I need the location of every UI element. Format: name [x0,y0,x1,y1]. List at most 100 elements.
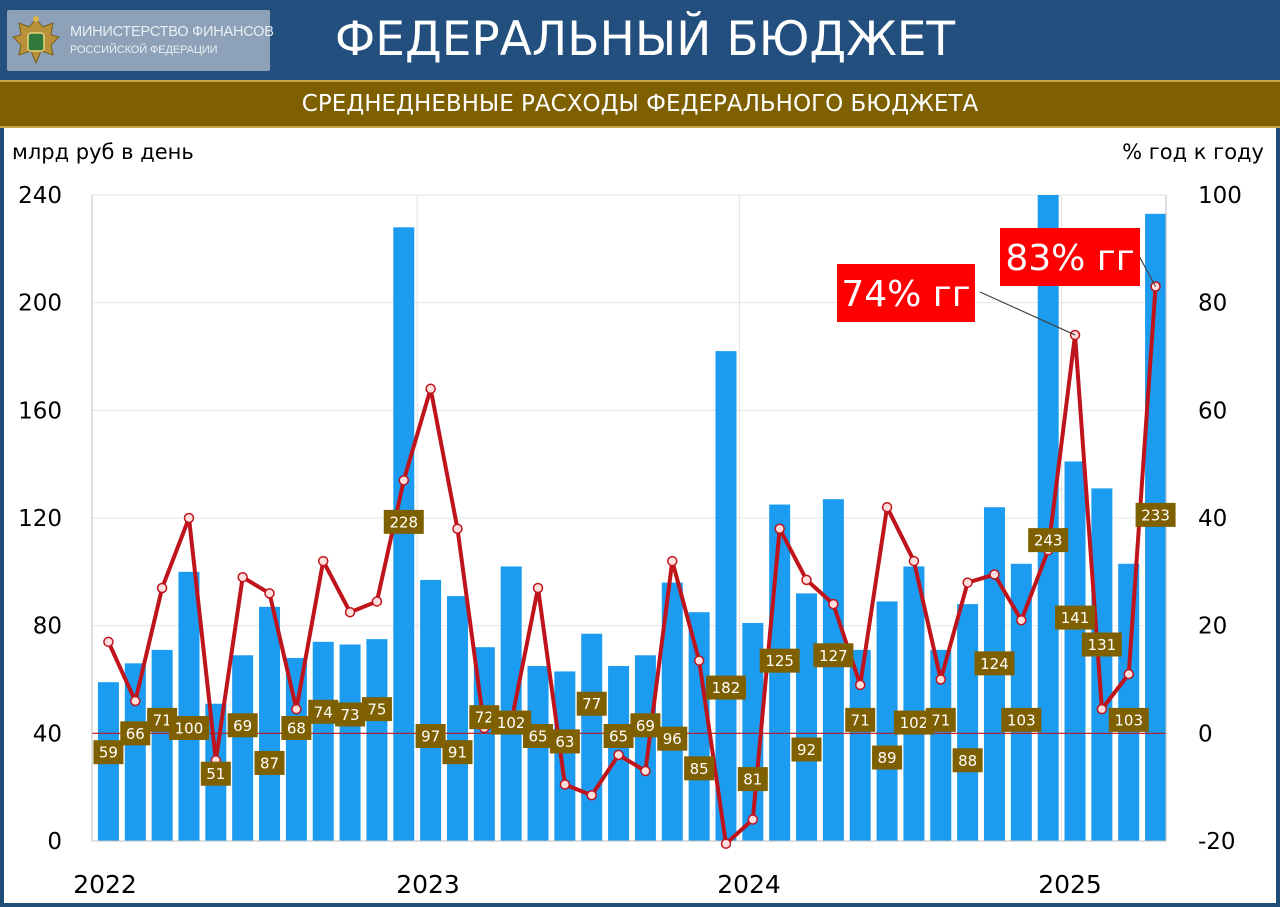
bar-value-label: 131 [1088,636,1117,654]
bar-value-label: 68 [287,719,306,737]
eagle-emblem-icon [12,16,60,65]
bar-value-label: 88 [958,752,977,770]
yoy-point [828,598,839,610]
y2-tick-label: 0 [1198,721,1213,747]
yoy-point [344,606,356,618]
yoy-point [801,574,812,586]
value-badge-bg [576,691,607,716]
yoy-point [989,569,1000,580]
y2-tick-label: 60 [1198,398,1227,424]
logo-line-1: МИНИСТЕРСТВО ФИНАНСОВ [70,24,274,40]
value-badge-bg [1081,632,1122,657]
yoy-point [747,814,759,825]
bar-value-label: 233 [1141,506,1170,524]
bar [259,606,281,841]
bar-value-label: 91 [448,744,467,762]
value-badge: 233 [1135,502,1176,527]
y-tick-label: 200 [18,291,62,317]
value-badge: 96 [657,726,688,751]
bar-value-label: 51 [206,765,225,783]
value-badge-bg [361,697,392,722]
y-tick-label: 120 [18,506,62,532]
value-badge-bg [603,724,634,749]
bar-value-label: 65 [528,728,547,746]
bar [1037,195,1059,841]
value-badge: 63 [549,729,580,754]
value-badge: 91 [442,740,473,765]
value-badge: 71 [925,707,956,732]
right-axis-unit: % год к году [1122,140,1264,164]
bar [339,644,361,841]
value-badge-bg [168,715,209,740]
bar-value-label: 74 [314,703,333,721]
yoy-point [103,636,114,648]
bar [500,566,522,841]
bar-value-label: 81 [743,771,762,789]
bar-value-label: 72 [475,709,494,727]
bar-value-label: 73 [341,706,360,724]
y-tick-label: 40 [33,721,62,747]
value-badge: 74 [308,699,339,724]
y2-tick-label: -20 [1198,829,1236,855]
y2-tick-label: 40 [1198,506,1227,532]
bar-value-label: 75 [367,701,386,719]
value-badge: 141 [1055,605,1096,630]
axes: 0 40 80 120 160 200 240 -20 0 20 40 60 80 100 2022 2023… [18,183,1242,899]
value-badge-bg [1028,528,1069,553]
value-badge-bg [281,715,312,740]
yoy-line [106,286,1158,846]
bar [876,601,898,841]
yoy-point [854,679,866,691]
bar [715,351,737,841]
callout-label: 83% гг [1005,238,1134,279]
bar [527,666,549,841]
value-badge-bg [1055,605,1096,630]
value-badge-bg [705,675,746,700]
value-badge: 69 [630,713,661,738]
bar-value-label: 71 [931,711,950,729]
yoy-point [720,838,732,849]
value-badge-bg [737,767,768,792]
callout-bg [1000,228,1140,286]
value-badge-bg [1108,707,1149,732]
bar [554,671,576,841]
bar [822,499,844,841]
value-badge: 68 [281,715,312,740]
yoy-point [452,523,463,535]
value-badge: 75 [361,697,392,722]
value-badge: 124 [974,651,1015,676]
value-badge-bg [813,643,854,668]
bar [1010,563,1032,841]
value-badge-bg [1135,502,1176,527]
bar-value-label: 92 [797,741,816,759]
chart-subtitle: СРЕДНЕДНЕВНЫЕ РАСХОДЫ ФЕДЕРАЛЬНОГО БЮДЖЕ… [301,91,979,117]
x-year-label: 2025 [1038,870,1102,899]
yoy-point [881,501,893,513]
value-badge: 88 [952,748,983,773]
value-badge-bg [791,737,822,762]
bar [930,649,952,841]
ministry-logo: МИНИСТЕРСТВО ФИНАНСОВ РОССИЙСКОЙ ФЕДЕРАЦ… [7,10,274,71]
value-badge-bg [845,707,876,732]
page-title: ФЕДЕРАЛЬНЫЙ БЮДЖЕТ [334,12,956,67]
yoy-point [264,588,275,599]
bar-value-label: 243 [1034,532,1063,550]
yoy-point [130,695,141,707]
value-badge-bg [523,724,554,749]
bar [634,655,656,841]
yoy-point [586,789,597,801]
value-badge: 59 [93,740,124,765]
value-badge: 228 [383,509,424,534]
bar [796,593,818,841]
yoy-point [1123,668,1134,680]
bar [232,655,254,841]
value-badge-bg [549,729,580,754]
value-badge-bg [415,724,446,749]
value-badge-bg [974,651,1015,676]
value-badge: 125 [759,648,800,673]
bar-value-label: 96 [663,730,682,748]
bar [178,571,200,841]
yoy-point [425,383,436,395]
bar [312,641,334,841]
value-badge: 103 [1108,707,1149,732]
